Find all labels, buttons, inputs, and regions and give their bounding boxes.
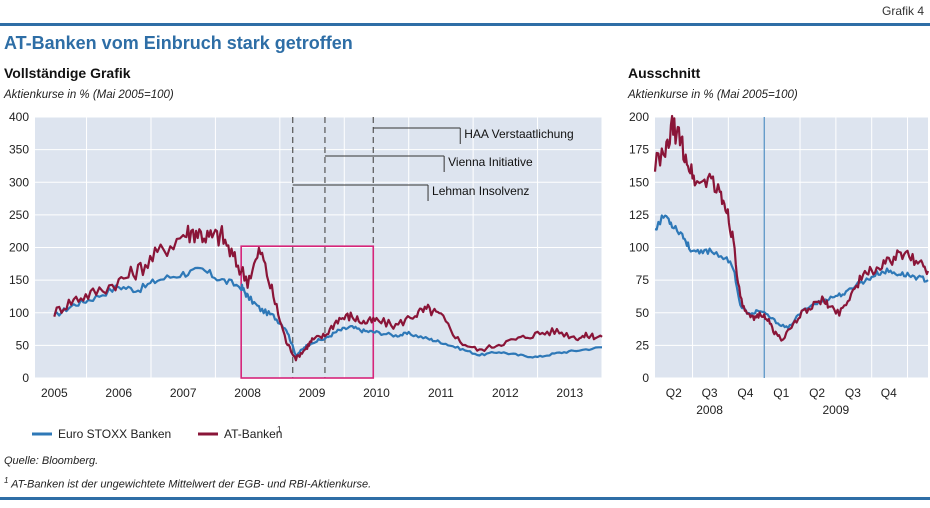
- right-y-tick-label: 100: [629, 241, 649, 255]
- legend-label: AT-Banken: [224, 427, 282, 441]
- right-y-tick-label: 150: [629, 175, 649, 189]
- annotation-label: Lehman Insolvenz: [432, 184, 529, 198]
- footnote-marker: 1: [4, 476, 9, 485]
- left-zoom-box: [240, 245, 375, 379]
- left-x-tick-label: 2010: [363, 386, 390, 400]
- right-quarter-label: Q3: [845, 386, 861, 400]
- left-chart-title: Vollständige Grafik: [4, 65, 131, 81]
- right-quarter-label: Q3: [702, 386, 718, 400]
- footnote: 1 AT-Banken ist der ungewichtete Mittelw…: [4, 476, 371, 491]
- page-title: AT-Banken vom Einbruch stark getroffen: [4, 33, 353, 53]
- left-x-tick-label: 2006: [105, 386, 132, 400]
- left-y-tick-label: 250: [9, 208, 29, 222]
- right-y-tick-label: 75: [636, 273, 650, 287]
- left-y-tick-label: 200: [9, 241, 29, 255]
- right-quarter-label: Q4: [737, 386, 753, 400]
- left-y-tick-label: 100: [9, 306, 29, 320]
- left-x-tick-label: 2009: [299, 386, 326, 400]
- annotation-label: Vienna Initiative: [448, 155, 533, 169]
- right-y-tick-label: 25: [636, 338, 650, 352]
- annotation-label: HAA Verstaatlichung: [464, 127, 573, 141]
- left-x-tick-label: 2012: [492, 386, 519, 400]
- legend-footnote-marker: 1: [277, 425, 282, 434]
- right-series-euro-stoxx: [654, 214, 929, 330]
- right-year-label: 2009: [823, 403, 850, 417]
- left-x-tick-label: 2005: [41, 386, 68, 400]
- right-quarter-label: Q1: [773, 386, 789, 400]
- right-y-tick-label: 200: [629, 110, 649, 124]
- left-y-tick-label: 400: [9, 110, 29, 124]
- left-y-tick-label: 150: [9, 273, 29, 287]
- right-quarter-label: Q2: [809, 386, 825, 400]
- left-x-tick-label: 2011: [428, 386, 454, 400]
- source-note: Quelle: Bloomberg.: [4, 455, 99, 467]
- right-y-tick-label: 0: [642, 371, 649, 385]
- legend-label: Euro STOXX Banken: [58, 427, 171, 441]
- left-chart-unit: Aktienkurse in % (Mai 2005=100): [4, 89, 174, 101]
- right-chart-unit: Aktienkurse in % (Mai 2005=100): [628, 89, 798, 101]
- left-y-tick-label: 300: [9, 175, 29, 189]
- left-x-tick-label: 2013: [556, 386, 583, 400]
- right-y-tick-label: 50: [636, 306, 650, 320]
- right-chart-title: Ausschnitt: [628, 65, 701, 81]
- left-x-tick-label: 2008: [234, 386, 261, 400]
- right-quarter-label: Q2: [666, 386, 682, 400]
- left-y-tick-label: 350: [9, 143, 29, 157]
- left-x-tick-label: 2007: [170, 386, 197, 400]
- left-series-euro-stoxx: [53, 266, 602, 359]
- footnote-text: AT-Banken ist der ungewichtete Mittelwer…: [11, 478, 372, 491]
- right-y-tick-label: 125: [629, 208, 649, 222]
- right-quarter-label: Q4: [881, 386, 897, 400]
- right-year-label: 2008: [696, 403, 723, 417]
- top-rule: [0, 23, 930, 26]
- bottom-rule: [0, 497, 930, 500]
- right-y-tick-label: 175: [629, 143, 649, 157]
- left-y-tick-label: 50: [16, 338, 30, 352]
- right-series-at-banken: [653, 114, 930, 342]
- left-y-tick-label: 0: [22, 371, 29, 385]
- figure-label: Grafik 4: [881, 4, 924, 18]
- left-series-at-banken: [53, 224, 603, 362]
